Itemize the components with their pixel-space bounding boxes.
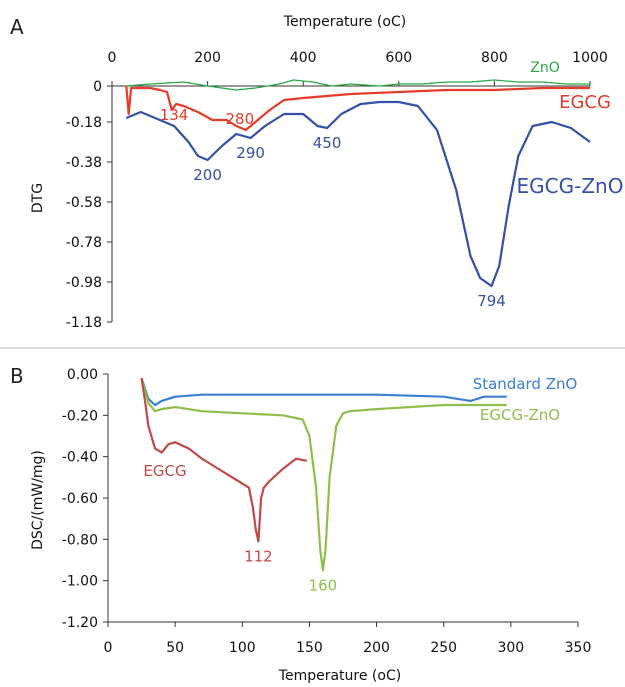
series-label-standard-zno: Standard ZnO xyxy=(473,375,578,393)
peak-annotation: 134 xyxy=(160,106,189,124)
panel-a-y-tick-label: -0.38 xyxy=(66,155,102,171)
panel-b-y-ticks: 0.00 -0.20 -0.40 -0.60 -0.80 -1.00 -1.20 xyxy=(62,367,108,631)
panel-b-annotations: 112 160 xyxy=(244,547,337,594)
peak-annotation: 112 xyxy=(244,547,273,565)
panel-b-y-tick-label: -0.80 xyxy=(62,532,98,548)
panel-a-y-ticks: 0 -0.18 -0.38 -0.58 -0.78 -0.98 -1.18 xyxy=(66,79,112,331)
panel-a-y-title: DTG xyxy=(30,183,46,213)
series-label-zno: ZnO xyxy=(530,60,559,76)
series-label-egcg-zno: EGCG-ZnO xyxy=(480,406,560,424)
panel-b-x-title: Temperature (oC) xyxy=(278,668,401,684)
panel-b-y-tick-label: -0.60 xyxy=(62,491,98,507)
panel-b-series-labels: Standard ZnO EGCG-ZnO EGCG xyxy=(143,375,577,480)
panel-a: A Temperature (oC) DTG 0 200 400 600 800 1000… xyxy=(10,14,623,331)
panel-b-y-tick-label: 0.00 xyxy=(67,367,98,383)
peak-annotation: 280 xyxy=(226,110,255,128)
panel-b-x-tick-label: 300 xyxy=(497,640,524,656)
series-line-zno xyxy=(126,79,590,91)
panel-b-x-tick-label: 150 xyxy=(296,640,323,656)
panel-a-annotations: 134 280 200 290 450 794 xyxy=(160,106,506,310)
series-label-egcg: EGCG xyxy=(559,92,611,113)
panel-a-series xyxy=(125,79,591,288)
panel-a-x-title: Temperature (oC) xyxy=(283,14,406,30)
panel-a-y-tick-label: -0.58 xyxy=(66,195,102,211)
series-label-egcg: EGCG xyxy=(143,462,186,480)
panel-a-y-tick-label: -0.98 xyxy=(66,275,102,291)
series-line-egcg xyxy=(140,377,307,543)
peak-annotation: 450 xyxy=(313,134,342,152)
panel-a-y-tick-label: -0.18 xyxy=(66,115,102,131)
panel-b-x-tick-label: 100 xyxy=(229,640,256,656)
panel-b-label: B xyxy=(10,364,24,388)
peak-annotation: 160 xyxy=(309,576,338,594)
peak-annotation: 794 xyxy=(477,292,506,310)
panel-b-y-tick-label: -1.20 xyxy=(62,615,98,631)
series-line-standard-zno xyxy=(140,377,507,407)
panel-a-y-tick-label: -1.18 xyxy=(66,315,102,331)
panel-b: B Temperature (oC) DSC/(mW/mg) 0 50 100 150… xyxy=(10,364,591,684)
panel-a-x-ticks: 0 200 400 600 800 1000 xyxy=(108,50,608,86)
panel-a-x-tick-label: 1000 xyxy=(572,50,608,66)
panel-b-y-tick-label: -0.20 xyxy=(62,408,98,424)
panel-a-x-tick-label: 200 xyxy=(194,50,221,66)
panel-b-x-tick-label: 0 xyxy=(104,640,113,656)
panel-a-x-tick-label: 800 xyxy=(481,50,508,66)
panel-b-y-tick-label: -1.00 xyxy=(62,574,98,590)
panel-b-x-tick-label: 350 xyxy=(565,640,592,656)
panel-b-y-title: DSC/(mW/mg) xyxy=(30,450,46,550)
series-label-egcg-zno: EGCG-ZnO xyxy=(517,174,624,198)
peak-annotation: 200 xyxy=(193,166,222,184)
panel-a-x-tick-label: 400 xyxy=(290,50,317,66)
peak-annotation: 290 xyxy=(236,144,265,162)
series-line-egcg-zno xyxy=(125,100,591,288)
panel-a-x-tick-label: 0 xyxy=(108,50,117,66)
panel-b-y-tick-label: -0.40 xyxy=(62,450,98,466)
panel-a-label: A xyxy=(10,15,24,39)
series-line-egcg xyxy=(125,85,590,132)
panel-b-x-tick-label: 50 xyxy=(166,640,184,656)
panel-b-series xyxy=(140,377,507,572)
panel-b-x-tick-label: 200 xyxy=(363,640,390,656)
panel-b-x-tick-label: 250 xyxy=(430,640,457,656)
series-line-egcg-zno xyxy=(140,377,507,572)
panel-a-y-tick-label: 0 xyxy=(93,79,102,95)
panel-a-x-tick-label: 600 xyxy=(385,50,412,66)
panel-b-x-ticks: 0 50 100 150 200 250 300 350 xyxy=(104,622,592,656)
panel-a-y-tick-label: -0.78 xyxy=(66,235,102,251)
